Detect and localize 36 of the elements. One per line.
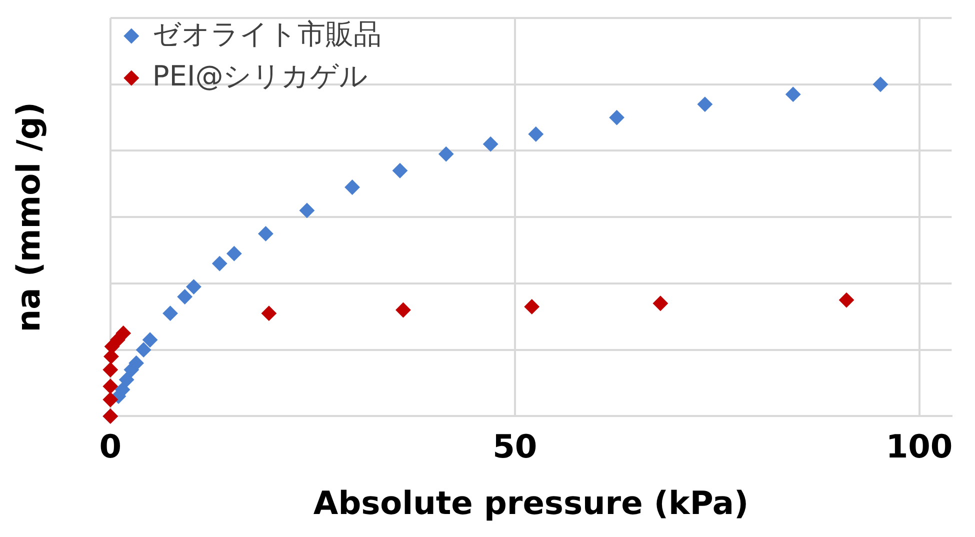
point bbox=[299, 202, 314, 218]
x-tick-label: 0 bbox=[99, 428, 122, 466]
point bbox=[258, 226, 274, 242]
point bbox=[652, 296, 668, 311]
x-tick-label: 50 bbox=[492, 428, 538, 466]
point bbox=[396, 302, 411, 318]
legend-label: PEI@シリカゲル bbox=[152, 59, 368, 92]
point bbox=[392, 163, 408, 178]
point bbox=[344, 180, 360, 195]
y-axis-title: na (mmol /g) bbox=[10, 102, 48, 332]
point bbox=[838, 292, 854, 308]
point bbox=[116, 326, 131, 341]
x-tick-label: 100 bbox=[886, 428, 953, 466]
point bbox=[212, 256, 228, 272]
point bbox=[609, 110, 624, 126]
point bbox=[102, 362, 118, 378]
point bbox=[128, 356, 144, 371]
point bbox=[177, 289, 192, 304]
point bbox=[786, 86, 801, 102]
point bbox=[102, 378, 118, 394]
point bbox=[186, 279, 202, 294]
point bbox=[697, 96, 712, 112]
point bbox=[226, 246, 242, 262]
point bbox=[872, 76, 888, 92]
point bbox=[119, 372, 134, 388]
point bbox=[142, 332, 158, 348]
point bbox=[438, 146, 454, 162]
legend-label: ゼオライト市販品 bbox=[152, 17, 382, 50]
point bbox=[524, 299, 540, 314]
point bbox=[102, 392, 118, 408]
point bbox=[528, 126, 544, 142]
x-axis-title: Absolute pressure (kPa) bbox=[313, 484, 749, 522]
point bbox=[483, 136, 498, 152]
point bbox=[136, 342, 152, 358]
point bbox=[261, 306, 276, 321]
point bbox=[162, 306, 178, 321]
